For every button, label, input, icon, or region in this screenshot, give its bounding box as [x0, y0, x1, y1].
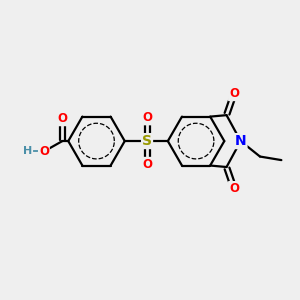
Text: O: O — [57, 112, 67, 125]
Text: O: O — [229, 87, 239, 100]
Text: O: O — [229, 182, 239, 195]
Text: O: O — [142, 158, 152, 171]
Text: O: O — [39, 145, 49, 158]
Text: O: O — [142, 111, 152, 124]
Text: S: S — [142, 134, 152, 148]
Text: H: H — [23, 146, 32, 157]
Text: N: N — [235, 134, 247, 148]
